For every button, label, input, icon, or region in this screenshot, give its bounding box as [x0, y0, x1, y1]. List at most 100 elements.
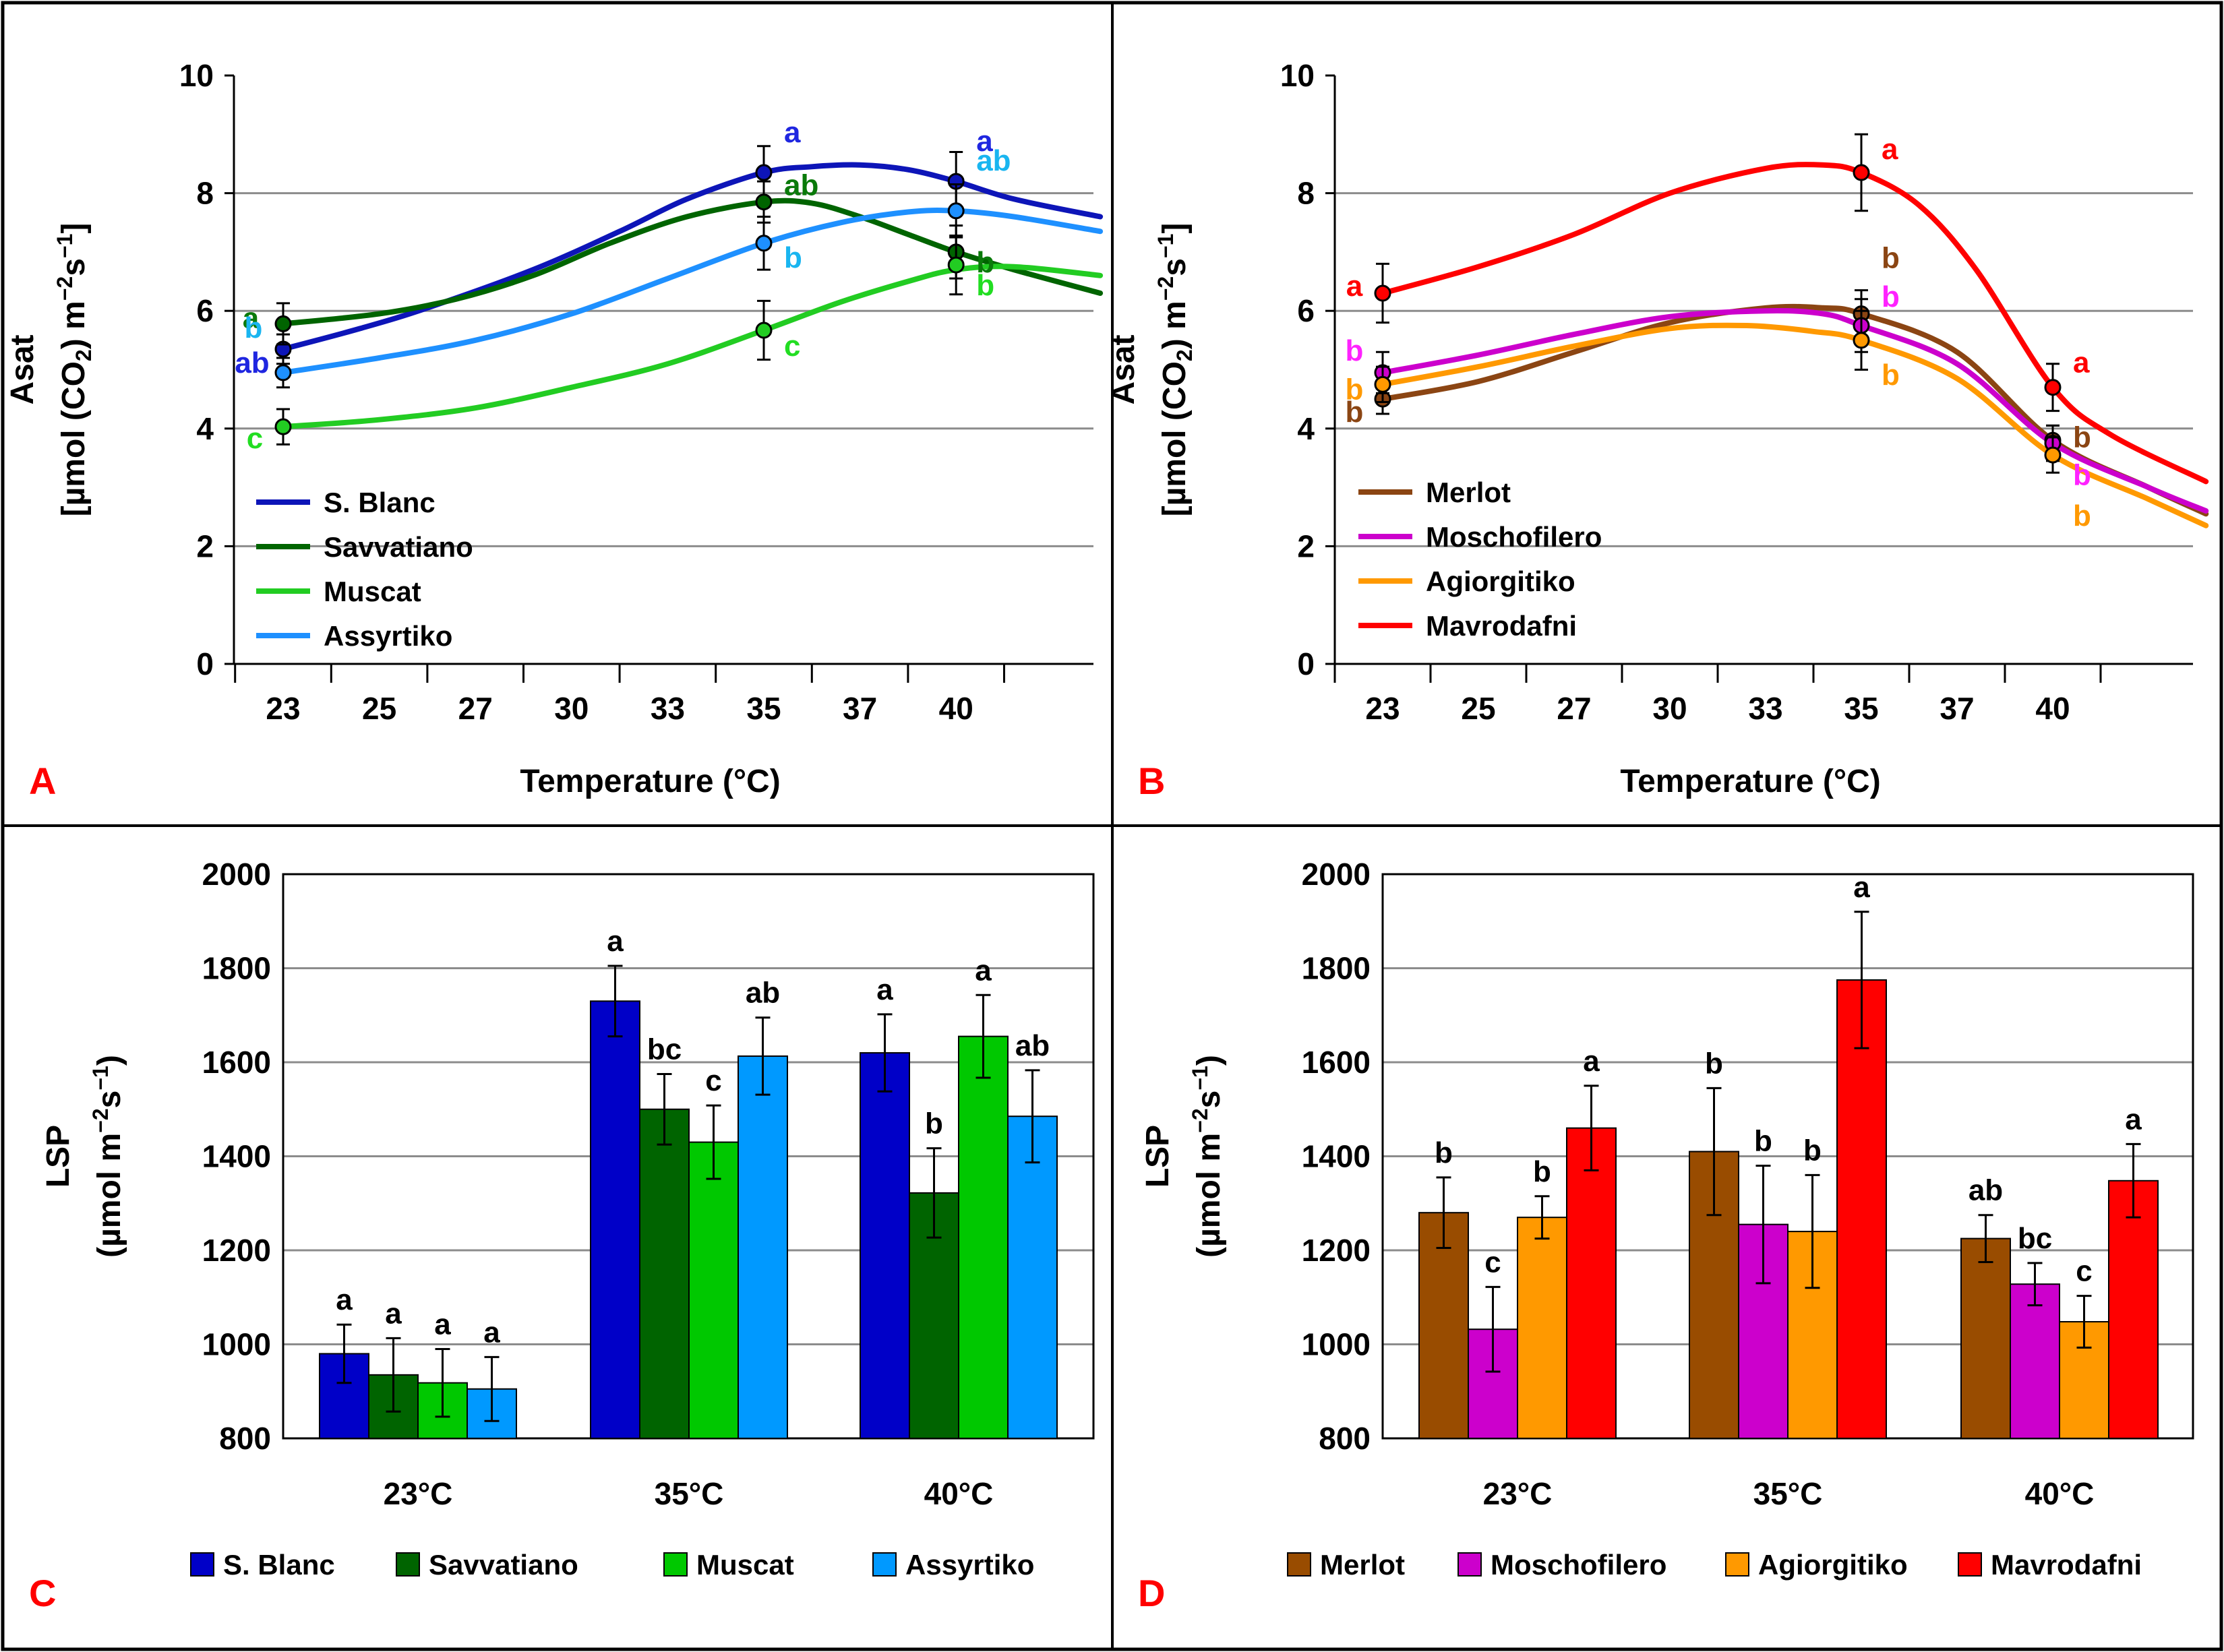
bar-savvatiano [639, 1108, 690, 1439]
significance-letter: b [2073, 421, 2091, 454]
legend-label: Moschofilero [1491, 1549, 1666, 1581]
data-point [755, 235, 773, 252]
significance-letter: b [2073, 499, 2091, 532]
bar-mavrodafni [2108, 1180, 2159, 1440]
x-tick-label: 33 [1748, 691, 1782, 726]
legend-label: Agiorgitiko [1426, 565, 1575, 597]
y-axis-label-line2: (µmol m−2s−1) [1188, 1055, 1227, 1258]
significance-letter: a [1882, 133, 1898, 166]
unit-main: [µmol (CO [1157, 361, 1193, 516]
significance-letter: a [2073, 346, 2090, 379]
significance-letter: ab [235, 346, 269, 379]
significance-letter: b [1882, 280, 1900, 313]
series-curve-muscat [280, 264, 1104, 430]
y-tick-label: 8 [1297, 176, 1315, 211]
panel-letter: A [29, 760, 56, 802]
y-axis-label: LSP (µmol m−2s−1) [40, 1055, 127, 1258]
y-tick-label: 1400 [202, 1139, 271, 1174]
series-curve-mavrodafni [1380, 162, 2209, 485]
y-tick-label: 6 [196, 293, 214, 328]
significance-letter: b [1882, 359, 1900, 392]
bar-sblanc [860, 1052, 910, 1440]
series-curve-agiorgitiko [1380, 322, 2209, 528]
x-tick-label: 35 [746, 691, 781, 726]
unit-subscript: 2 [71, 349, 96, 361]
unit-close: ] [56, 223, 92, 234]
unit-superscript-2: −1 [53, 234, 77, 258]
y-tick-label: 1600 [1302, 1045, 1371, 1080]
legend-label: Savvatiano [429, 1549, 578, 1581]
y-axis-label: Asat [µmol (CO2) m−2s−1] [5, 223, 96, 517]
significance-letter: a [434, 1308, 451, 1341]
legend-swatch [1287, 1552, 1311, 1577]
data-point [947, 202, 965, 220]
y-tick-label: 800 [1319, 1421, 1371, 1456]
unit-main-2: ) m [1157, 301, 1193, 349]
unit-s: s [92, 1091, 127, 1109]
y-tick-label: 6 [1297, 293, 1315, 328]
x-tick-label: 23 [1365, 691, 1400, 726]
data-point [1853, 164, 1870, 181]
unit-superscript-2: −1 [1188, 1066, 1212, 1090]
y-tick-label: 2 [1297, 528, 1315, 563]
x-tick-label: 37 [1940, 691, 1974, 726]
significance-letter: b [1803, 1134, 1822, 1167]
y-tick-label: 4 [196, 411, 214, 446]
y-tick-label: 1000 [1302, 1327, 1371, 1362]
data-point [2044, 446, 2062, 464]
data-point [274, 364, 292, 381]
y-axis-label-line2: [µmol (CO2) m−2s−1] [53, 223, 96, 517]
data-point [755, 164, 773, 181]
significance-letter: b [1435, 1136, 1453, 1169]
data-point [274, 315, 292, 332]
significance-letter: b [976, 269, 994, 302]
unit-close: ] [1157, 223, 1193, 234]
significance-letter: a [1583, 1045, 1600, 1078]
unit-s: s [1191, 1091, 1227, 1109]
unit-s: s [1157, 258, 1193, 276]
unit-close: ) [92, 1055, 127, 1066]
legend-swatch [190, 1552, 214, 1577]
panel-a-line-chart: 0 2 4 6 8 10 23 25 27 30 33 35 37 40 Temperature (°C) A… [5, 58, 1104, 802]
y-axis-label-line1: LSP [1140, 1125, 1176, 1188]
bar-sblanc [590, 1000, 640, 1439]
panel-d-bar-chart: 80010001200140016001800200023°Cbcba35°Cb… [1138, 857, 2194, 1614]
significance-letter: b [1533, 1155, 1551, 1188]
legend-label: Moschofilero [1426, 521, 1602, 553]
unit-superscript-2: −1 [1153, 234, 1178, 258]
data-point [274, 418, 292, 435]
significance-letter: a [1853, 871, 1870, 904]
bar-merlot [1960, 1237, 2011, 1439]
significance-letter: ab [1015, 1029, 1050, 1062]
y-axis-label-line1: LSP [40, 1125, 76, 1188]
x-category-label: 35°C [1753, 1476, 1823, 1511]
legend-label: Assyrtiko [905, 1549, 1034, 1581]
significance-letter: a [876, 973, 893, 1006]
y-tick-label: 1800 [202, 951, 271, 986]
x-tick-label: 25 [1461, 691, 1495, 726]
y-tick-label: 1000 [202, 1327, 271, 1362]
series-curve-assyrtiko [280, 208, 1104, 375]
significance-letter: b [1754, 1124, 1772, 1157]
significance-letter: c [784, 330, 800, 363]
legend-swatch [396, 1552, 420, 1577]
significance-letter: c [2076, 1255, 2092, 1288]
significance-letter: bc [647, 1033, 682, 1066]
x-category-label: 23°C [384, 1476, 453, 1511]
legend-label: Assyrtiko [324, 620, 452, 652]
legend-label: Muscat [696, 1549, 794, 1581]
data-point [755, 322, 773, 339]
bar-assyrtiko [738, 1055, 788, 1439]
bar-mavrodafni [1566, 1127, 1617, 1440]
x-tick-label: 23 [266, 691, 300, 726]
significance-letter: a [385, 1297, 402, 1330]
y-axis-label: Asat [µmol (CO2) m−2s−1] [1106, 223, 1197, 517]
significance-letter: a [976, 125, 993, 158]
x-axis-label: Temperature (°C) [1620, 764, 1880, 799]
significance-letter: a [483, 1316, 500, 1349]
significance-letter: a [243, 301, 260, 334]
legend-label: Merlot [1320, 1549, 1405, 1581]
y-tick-label: 1200 [1302, 1233, 1371, 1268]
bar-mavrodafni [1836, 979, 1887, 1439]
x-tick-label: 30 [554, 691, 589, 726]
